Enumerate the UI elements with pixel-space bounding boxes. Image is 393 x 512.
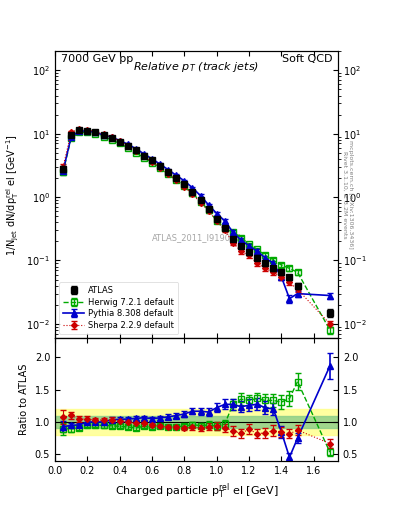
Text: Relative p$_T$ (track jets): Relative p$_T$ (track jets) [134,60,259,74]
Text: 7000 GeV pp: 7000 GeV pp [61,54,133,64]
Y-axis label: Ratio to ATLAS: Ratio to ATLAS [19,364,29,435]
Legend: ATLAS, Herwig 7.2.1 default, Pythia 8.308 default, Sherpa 2.2.9 default: ATLAS, Herwig 7.2.1 default, Pythia 8.30… [59,282,178,334]
Text: mcplots.cern.ch [arXiv:1306.3436]: mcplots.cern.ch [arXiv:1306.3436] [348,140,353,249]
X-axis label: Charged particle p$^{\rm rel}_{\rm T}$ el [GeV]: Charged particle p$^{\rm rel}_{\rm T}$ e… [115,481,278,501]
Text: Soft QCD: Soft QCD [282,54,332,64]
Bar [55,416,338,429]
Y-axis label: 1/N$_{\rm jet}$ dN/dp$^{\rm rel}_{\rm T}$ el [GeV$^{-1}$]: 1/N$_{\rm jet}$ dN/dp$^{\rm rel}_{\rm T}… [4,134,21,255]
Bar [55,409,338,435]
Text: Rivet 3.1.10, ≥ 3.2M events: Rivet 3.1.10, ≥ 3.2M events [342,151,347,239]
Text: ATLAS_2011_I919017: ATLAS_2011_I919017 [152,233,241,242]
